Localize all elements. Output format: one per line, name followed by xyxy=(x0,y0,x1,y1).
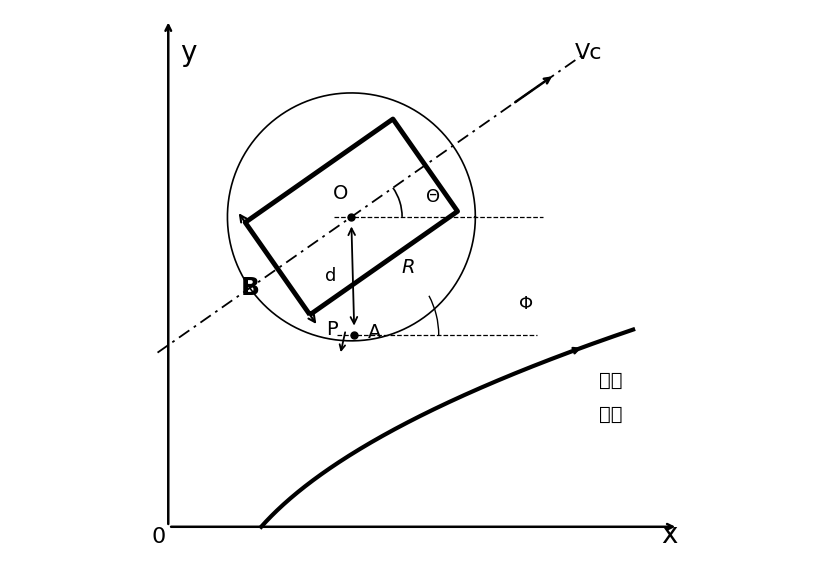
Text: A: A xyxy=(368,323,381,342)
Text: Vc: Vc xyxy=(575,43,603,63)
Text: 轨迹: 轨迹 xyxy=(599,405,623,423)
Text: 0: 0 xyxy=(151,527,165,547)
Text: 参考: 参考 xyxy=(599,371,623,390)
Text: x: x xyxy=(661,521,678,549)
Text: Φ: Φ xyxy=(519,295,533,313)
Text: P: P xyxy=(326,320,338,339)
Text: O: O xyxy=(333,184,348,203)
Text: B: B xyxy=(241,276,259,300)
Text: R: R xyxy=(401,258,415,277)
Text: Θ: Θ xyxy=(426,188,440,205)
Text: y: y xyxy=(180,39,196,68)
Text: d: d xyxy=(324,267,336,285)
